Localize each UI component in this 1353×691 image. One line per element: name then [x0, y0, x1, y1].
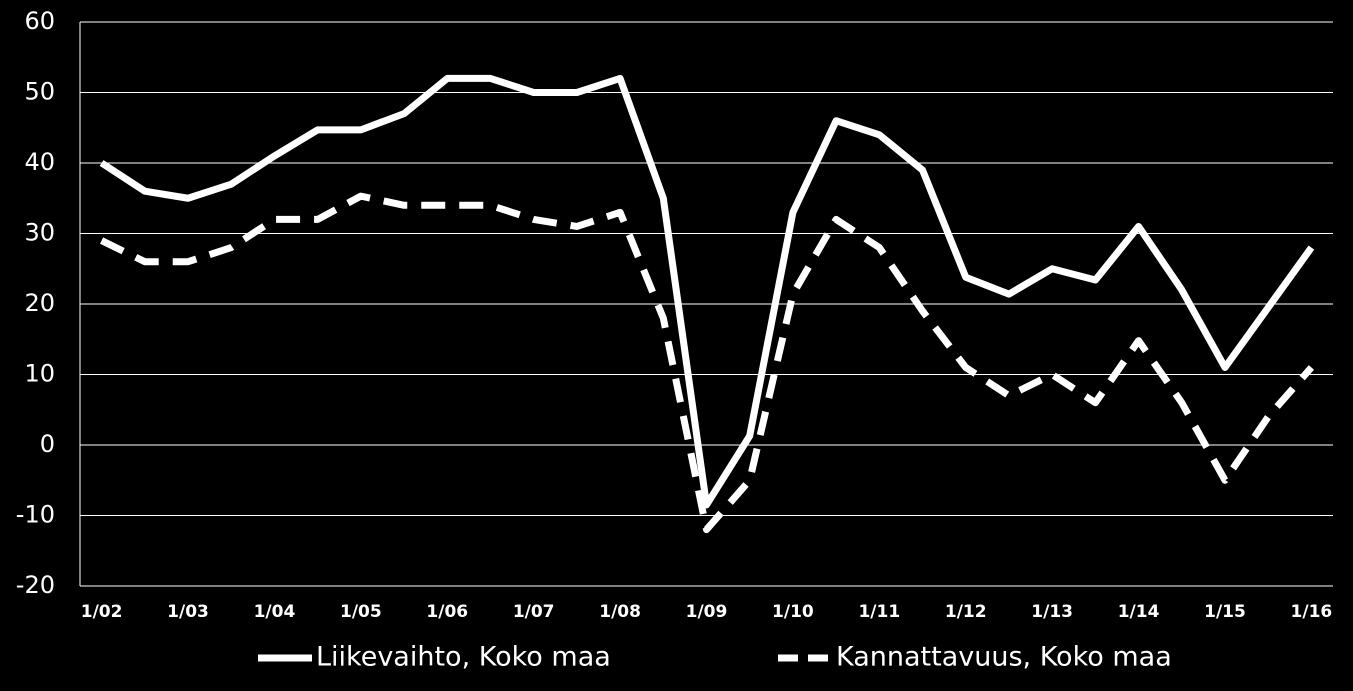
y-tick-label: -20	[16, 571, 55, 599]
x-tick-label: 1/10	[772, 602, 814, 622]
x-tick-label: 1/13	[1031, 602, 1073, 622]
legend-label: Liikevaihto, Koko maa	[316, 642, 611, 673]
line	[99, 74, 1315, 509]
y-tick-label: 30	[24, 219, 55, 247]
legend-label: Kannattavuus, Koko maa	[836, 642, 1172, 673]
y-tick-label: 50	[24, 78, 55, 106]
x-tick-label: 1/02	[81, 602, 123, 622]
y-tick-label: 10	[24, 360, 55, 388]
x-tick-label: 1/08	[599, 602, 641, 622]
x-tick-label: 1/07	[513, 602, 555, 622]
x-tick-label: 1/16	[1291, 602, 1333, 622]
x-tick-label: 1/03	[167, 602, 209, 622]
x-tick-label: 1/09	[686, 602, 728, 622]
x-tick-label: 1/05	[340, 602, 382, 622]
x-tick-label: 1/14	[1118, 602, 1160, 622]
x-tick-label: 1/12	[945, 602, 987, 622]
y-tick-label: 20	[24, 289, 55, 317]
x-tick-label: 1/04	[254, 602, 296, 622]
y-tick-label: -10	[16, 501, 55, 529]
y-tick-label: 40	[24, 148, 55, 176]
line	[100, 192, 1315, 534]
x-tick-label: 1/15	[1204, 602, 1246, 622]
y-tick-label: 60	[24, 7, 55, 35]
x-tick-label: 1/11	[858, 602, 900, 622]
y-tick-label: 0	[40, 430, 55, 458]
x-tick-label: 1/06	[426, 602, 468, 622]
